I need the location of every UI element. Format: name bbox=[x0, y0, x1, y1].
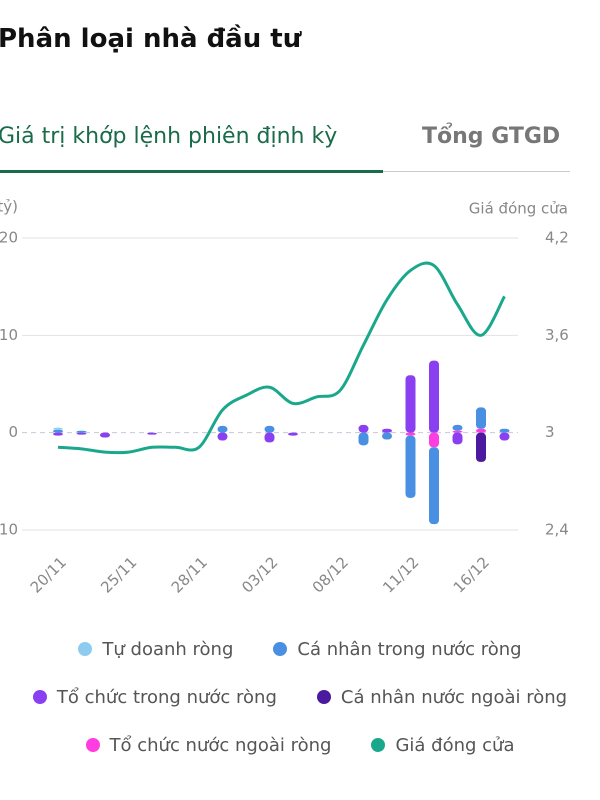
legend-swatch bbox=[371, 738, 386, 752]
tab[interactable]: Tổng GTGD bbox=[422, 124, 561, 149]
bar-segment bbox=[358, 432, 369, 446]
legend-label: Tổ chức trong nước ròng bbox=[56, 686, 277, 708]
bar-segment bbox=[264, 425, 275, 433]
y-tick-label: 0 bbox=[8, 423, 18, 441]
x-tick: 28/11 bbox=[168, 553, 211, 596]
x-tick-label: 25/11 bbox=[97, 553, 140, 596]
bar-segment bbox=[405, 375, 416, 433]
legend-item[interactable]: Tổ chức nước ngoài ròng bbox=[85, 734, 332, 756]
y2-tick-label: 4,2 bbox=[545, 229, 569, 247]
legend-row: Tổ chức nước ngoài ròng Giá đóng cửa bbox=[0, 721, 600, 769]
legend-label: Cá nhân nước ngoài ròng bbox=[340, 686, 568, 708]
legend-item[interactable]: Cá nhân trong nước ròng bbox=[273, 638, 522, 660]
y2-axis-title: Giá đóng cửa bbox=[469, 200, 568, 218]
x-tick-label: 08/12 bbox=[309, 553, 352, 596]
bar-segment bbox=[429, 432, 439, 448]
bar-segment bbox=[382, 432, 392, 440]
y-tick-label: 20 bbox=[0, 229, 18, 247]
x-tick-label: 03/12 bbox=[238, 553, 281, 596]
legend-item[interactable]: Tự doanh ròng bbox=[78, 639, 233, 660]
y2-tick-label: 2,4 bbox=[545, 521, 569, 539]
bar-segment bbox=[499, 428, 510, 433]
legend-row: Tự doanh ròng Cá nhân trong nước ròng bbox=[0, 625, 600, 673]
bar-segment bbox=[476, 428, 486, 433]
bar-segment bbox=[452, 424, 463, 431]
legend-swatch bbox=[78, 642, 93, 656]
bar-segment bbox=[53, 427, 63, 430]
legend-label: Tổ chức nước ngoài ròng bbox=[109, 734, 332, 756]
y-tick-label: -10 bbox=[0, 521, 18, 539]
x-tick-label: 11/12 bbox=[379, 553, 422, 596]
x-tick: 08/12 bbox=[309, 553, 352, 596]
bar-segment bbox=[100, 432, 110, 438]
bar-segment bbox=[499, 432, 510, 441]
bar-segment bbox=[476, 432, 486, 462]
bar-segment bbox=[452, 432, 463, 445]
legend-swatch bbox=[273, 642, 288, 656]
legend-row: Tổ chức trong nước ròng Cá nhân nước ngoà… bbox=[0, 673, 600, 721]
bar-segment bbox=[405, 435, 416, 498]
x-tick-label: 28/11 bbox=[168, 553, 211, 596]
x-tick-label: 20/11 bbox=[27, 553, 70, 596]
legend-item[interactable]: Tổ chức trong nước ròng bbox=[32, 686, 277, 708]
bar-segment bbox=[429, 360, 439, 433]
legend-swatch bbox=[85, 738, 100, 752]
bar-segment bbox=[217, 432, 228, 441]
x-tick-label: 16/12 bbox=[450, 553, 493, 596]
bar-segment bbox=[452, 430, 463, 433]
x-tick: 11/12 bbox=[379, 553, 422, 596]
y2-tick-label: 3 bbox=[545, 423, 555, 441]
legend-item[interactable]: Giá đóng cửa bbox=[371, 734, 515, 756]
legend: Tự doanh ròng Cá nhân trong nước ròng Tổ c… bbox=[0, 625, 600, 769]
bar-segment bbox=[429, 447, 439, 525]
x-tick: 16/12 bbox=[450, 553, 493, 596]
x-tick: 20/11 bbox=[27, 553, 70, 596]
tab-divider bbox=[383, 171, 570, 172]
y2-tick-label: 3,6 bbox=[545, 326, 569, 344]
legend-label: Giá đóng cửa bbox=[395, 734, 515, 756]
bar-segment bbox=[76, 432, 87, 435]
price-line bbox=[57, 261, 506, 455]
bar-segment bbox=[76, 430, 87, 433]
legend-label: Tự doanh ròng bbox=[102, 638, 234, 660]
legend-label: Cá nhân trong nước ròng bbox=[297, 638, 522, 660]
y-tick-label: 10 bbox=[0, 326, 18, 344]
legend-item[interactable]: Cá nhân nước ngoài ròng bbox=[316, 686, 568, 708]
bar-segment bbox=[405, 432, 416, 436]
bar-segment bbox=[288, 432, 298, 436]
legend-swatch bbox=[32, 690, 47, 704]
tab-underline bbox=[0, 170, 383, 173]
bar-segment bbox=[147, 432, 157, 435]
y-axis-title: Giá trị (tỷ) bbox=[0, 198, 18, 216]
x-tick: 03/12 bbox=[238, 553, 281, 596]
chart: Giá trị (tỷ) Giá đóng cửa 20 10 0 -10 4,2 3,6… bbox=[0, 198, 569, 597]
bar-segment bbox=[264, 432, 275, 443]
bar-segment bbox=[476, 407, 486, 429]
tab-active[interactable]: Giá trị khớp lệnh phiên định kỳ bbox=[0, 124, 338, 149]
page-title: Phân loại nhà đầu tư bbox=[0, 24, 302, 54]
bar-segment bbox=[358, 424, 369, 433]
x-tick: 25/11 bbox=[97, 553, 140, 596]
bar-segment bbox=[217, 425, 228, 433]
bar-segment bbox=[53, 432, 63, 436]
bar-segment bbox=[382, 428, 392, 433]
legend-swatch bbox=[316, 690, 331, 704]
bar-segment bbox=[53, 429, 63, 433]
